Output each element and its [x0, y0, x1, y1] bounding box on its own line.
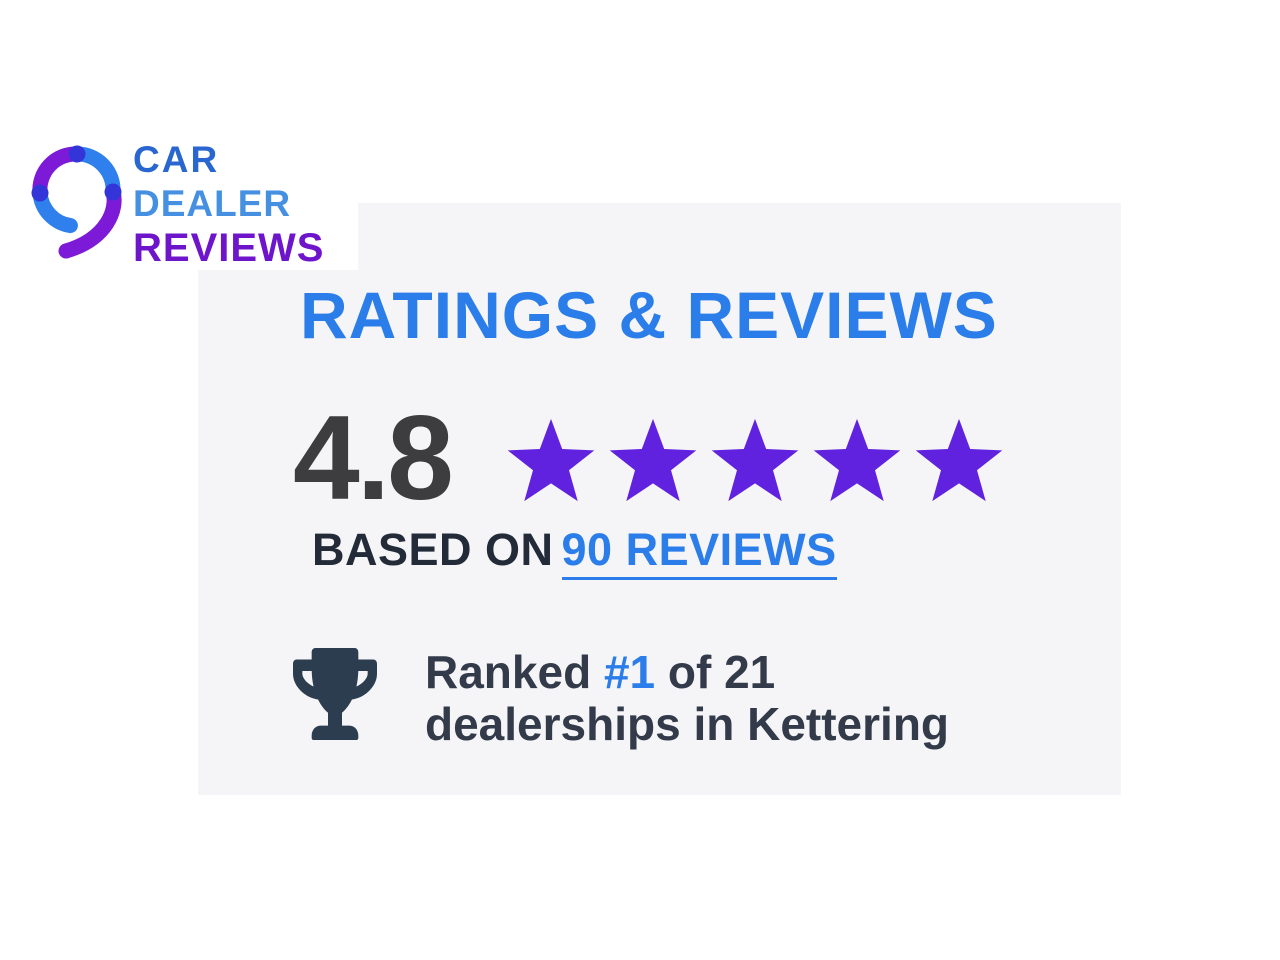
star-icon [609, 418, 697, 502]
star-icon [915, 418, 1003, 502]
rank-number: #1 [603, 646, 656, 698]
ranking-prefix: Ranked [425, 646, 604, 698]
car-dealer-reviews-logo[interactable]: CAR DEALER REVIEWS [29, 133, 329, 268]
star-rating [503, 417, 1013, 507]
ranking-line1: Ranked #1 of 21 [425, 646, 949, 698]
page-title: RATINGS & REVIEWS [300, 278, 998, 352]
reviews-count-link[interactable]: 90 REVIEWS [561, 524, 837, 580]
rating-score: 4.8 [293, 391, 454, 525]
ranking-text: Ranked #1 of 21 dealerships in Kettering [425, 646, 949, 750]
logo-word-dealer: DEALER [133, 183, 292, 224]
based-on-line: BASED ON 90 REVIEWS [312, 521, 837, 580]
panel-background-main [198, 270, 1121, 795]
based-on-label: BASED ON [312, 524, 554, 575]
trophy-icon [293, 648, 377, 740]
logo-word-car: CAR [133, 139, 220, 180]
logo-word-reviews: REVIEWS [133, 226, 325, 270]
star-icon [711, 418, 799, 502]
ranking-suffix: of 21 [655, 646, 776, 698]
star-icon [813, 418, 901, 502]
panel-background-upper [358, 203, 1121, 271]
ranking-line2: dealerships in Kettering [425, 698, 950, 750]
logo-wordmark: CAR DEALER REVIEWS [133, 141, 324, 268]
logo-ring-icon [31, 145, 122, 259]
star-icon [507, 418, 595, 502]
